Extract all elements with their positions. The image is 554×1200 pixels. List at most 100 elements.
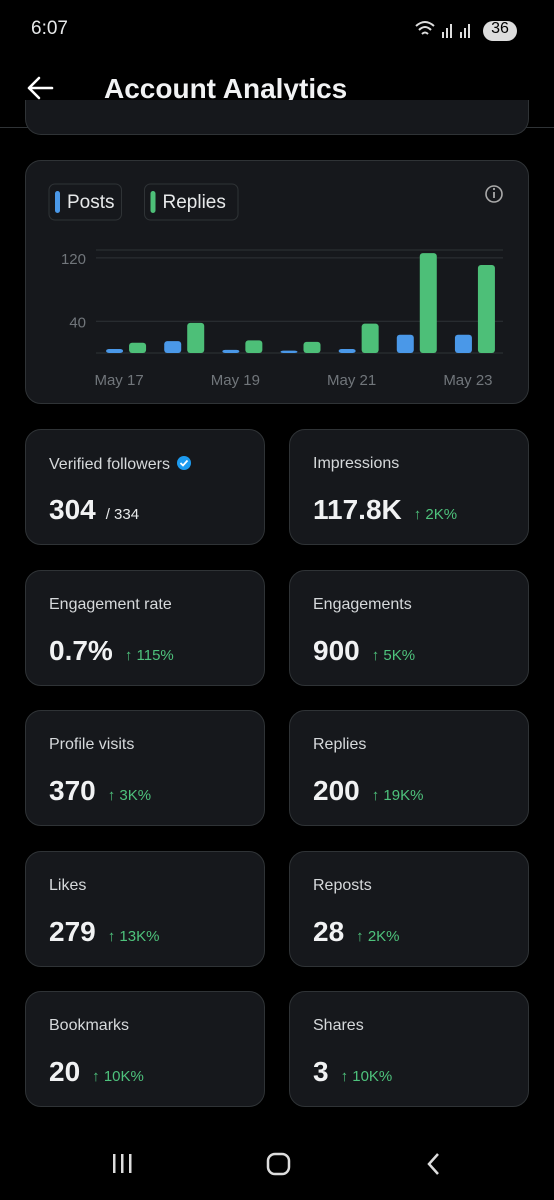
metric-label-text: Likes <box>49 876 87 894</box>
metric-value: 200 ↑ 19K% <box>313 775 423 807</box>
bar <box>454 334 472 353</box>
system-back-button[interactable] <box>427 1153 439 1175</box>
bar <box>245 340 263 353</box>
metric-label-text: Profile visits <box>49 736 135 753</box>
metric-label: Engagements <box>313 596 412 614</box>
metric-value: 370 ↑ 3K% <box>49 775 151 807</box>
metric-card: Engagements 900 ↑ 5K% <box>289 569 529 686</box>
metric-label: Verified followers <box>49 455 192 474</box>
bar <box>187 322 205 353</box>
bar <box>477 265 495 353</box>
legend-swatch <box>150 191 156 213</box>
metric-card: Verified followers 304 / 334 <box>25 429 265 545</box>
chart: Posts Replies 40 120 May 17 May 19 May 21 May 2… <box>48 183 503 389</box>
metric-card: Profile visits 370 ↑ 3K% <box>25 710 265 826</box>
metric-value: 117.8K ↑ 2K% <box>313 494 457 526</box>
metric-label: Shares <box>313 1017 364 1035</box>
metric-card: Impressions 117.8K ↑ 2K% <box>289 429 529 545</box>
metric-label-text: Reposts <box>313 876 372 894</box>
status-icons <box>415 21 517 41</box>
legend-label: Replies <box>163 192 226 213</box>
metric-label: Likes <box>49 877 86 895</box>
metric-value-text: 20 <box>49 1056 81 1087</box>
metric-label-text: Replies <box>313 736 367 753</box>
bar <box>106 349 124 353</box>
metric-label: Profile visits <box>49 736 134 754</box>
metric-card: Shares 3 ↑ 10K% <box>289 991 529 1107</box>
metric-card: Engagement rate 0.7% ↑ 115% <box>25 569 265 686</box>
x-tick-label: May 23 <box>443 372 492 389</box>
bar <box>280 350 298 353</box>
nav-bar <box>113 1152 439 1176</box>
metric-card: Bookmarks 20 ↑ 10K% <box>25 991 265 1107</box>
legend-swatch <box>55 191 60 213</box>
previous-card <box>25 100 529 135</box>
metric-value: 279 ↑ 13K% <box>49 916 159 948</box>
legend-item[interactable] <box>48 183 122 221</box>
metric-value: 0.7% ↑ 115% <box>49 635 174 667</box>
bar <box>129 342 147 353</box>
legend-label: Posts <box>67 192 115 213</box>
y-tick-label: 120 <box>61 251 86 268</box>
metric-label-text: Engagement rate <box>49 595 172 613</box>
metric-change: ↑ 115% <box>124 646 174 664</box>
metric-label: Replies <box>313 736 366 754</box>
metric-value: 20 ↑ 10K% <box>49 1056 144 1088</box>
metric-total: / 334 <box>105 506 140 523</box>
metric-card: Reposts 28 ↑ 2K% <box>289 850 529 967</box>
metric-value: 28 ↑ 2K% <box>313 916 400 948</box>
status-time: 6:07 <box>31 18 68 39</box>
metric-change: ↑ 5K% <box>371 646 416 664</box>
bar <box>419 253 437 353</box>
metric-label: Bookmarks <box>49 1017 129 1035</box>
metric-value-text: 279 <box>49 915 96 947</box>
legend-item[interactable] <box>144 183 239 221</box>
recent-apps-button[interactable] <box>113 1154 132 1173</box>
metric-label-text: Shares <box>313 1017 364 1034</box>
verified-badge <box>176 456 191 470</box>
metric-change: ↑ 10K% <box>340 1068 393 1085</box>
bar <box>396 334 414 353</box>
metric-label-text: Engagements <box>313 595 412 613</box>
battery-level: 36 <box>491 20 509 37</box>
metric-card: Replies 200 ↑ 19K% <box>289 710 529 826</box>
metric-change: ↑ 2K% <box>413 506 458 523</box>
metric-label-text: Bookmarks <box>49 1017 130 1034</box>
metric-label: Engagement rate <box>49 596 172 614</box>
bar <box>361 323 379 353</box>
metric-change: ↑ 10K% <box>92 1068 144 1085</box>
metric-value: 900 ↑ 5K% <box>313 635 415 667</box>
metric-label-text: Verified followers <box>49 456 170 473</box>
bar <box>303 341 321 353</box>
x-tick-label: May 19 <box>211 372 260 389</box>
metric-value-text: 200 <box>313 775 360 806</box>
metric-label: Reposts <box>313 877 372 895</box>
metric-value-text: 117.8K <box>313 494 402 525</box>
page-title: Account Analytics <box>104 73 348 104</box>
metric-label-text: Impressions <box>313 455 400 472</box>
metric-change: ↑ 2K% <box>356 927 400 945</box>
metric-label: Impressions <box>313 455 399 473</box>
metric-value-text: 3 <box>313 1056 329 1087</box>
info-icon[interactable] <box>485 185 503 203</box>
metric-value-text: 28 <box>313 915 345 947</box>
metric-card: Likes 279 ↑ 13K% <box>25 850 265 967</box>
info-icon-dot <box>492 187 496 191</box>
bar <box>164 341 182 353</box>
y-tick-label: 40 <box>69 314 86 331</box>
metric-value: 304 / 334 <box>49 494 139 526</box>
x-tick-label: May 21 <box>327 372 376 389</box>
bar <box>222 349 240 353</box>
metric-change: ↑ 13K% <box>107 927 160 945</box>
metric-value-text: 0.7% <box>49 634 113 666</box>
x-tick-label: May 17 <box>94 372 143 389</box>
back-button[interactable] <box>26 74 56 104</box>
metric-change: ↑ 19K% <box>371 787 424 804</box>
metric-value-text: 900 <box>313 634 360 666</box>
metric-value-text: 304 <box>49 494 96 525</box>
metric-value-text: 370 <box>49 775 96 806</box>
chart-card <box>25 160 529 404</box>
home-button[interactable] <box>266 1152 291 1176</box>
bar <box>338 349 356 353</box>
